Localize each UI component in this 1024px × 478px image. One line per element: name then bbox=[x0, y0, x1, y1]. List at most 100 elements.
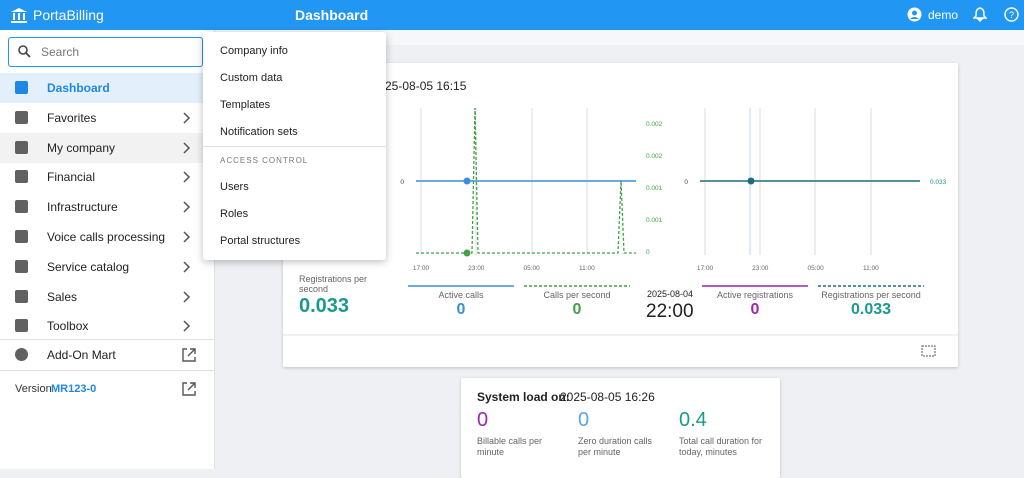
menu-item[interactable]: My company bbox=[0, 132, 214, 163]
svg-text:?: ? bbox=[1009, 10, 1014, 20]
dropdown-item[interactable]: Company info bbox=[220, 45, 288, 57]
external-icon[interactable] bbox=[182, 382, 196, 396]
bell-icon[interactable] bbox=[973, 7, 987, 22]
panel-title: 25-08-05 16:15 bbox=[385, 79, 467, 93]
chevron bbox=[183, 201, 191, 213]
tick-label: 17:00 bbox=[697, 265, 714, 272]
dropdown-item[interactable]: Portal structures bbox=[220, 235, 301, 247]
menu-item[interactable]: Infrastructure bbox=[0, 192, 214, 222]
tick-label: 0.033 bbox=[930, 179, 947, 186]
menu-icon bbox=[15, 289, 28, 303]
chevron-path bbox=[183, 291, 191, 303]
menu-label: Toolbox bbox=[47, 319, 89, 334]
load-label: Zero duration calls per minute bbox=[578, 436, 653, 457]
stat-value: 0 bbox=[750, 301, 760, 318]
user-name[interactable]: demo bbox=[928, 8, 959, 22]
chevron-path bbox=[183, 112, 191, 124]
menu-icon bbox=[15, 81, 28, 94]
tick-label: 23:00 bbox=[752, 265, 769, 272]
user-icon[interactable] bbox=[907, 7, 922, 22]
menu-label: My company bbox=[47, 140, 116, 155]
menu-label: Favorites bbox=[47, 110, 97, 125]
stat-value: 0 bbox=[572, 301, 582, 318]
charts: 17:00 23:00 05:00 11:00 0 0.002 0.002 0.001 0.00… bbox=[283, 107, 958, 357]
logo-icon bbox=[11, 8, 27, 23]
toolbar bbox=[215, 30, 1024, 45]
search-icon bbox=[18, 45, 31, 58]
menu-icon bbox=[15, 170, 28, 184]
tick-label: 0.001 bbox=[646, 185, 663, 192]
menu-label: Service catalog bbox=[47, 259, 130, 274]
chevron-path bbox=[183, 201, 191, 213]
menu-label: Voice calls processing bbox=[47, 230, 166, 244]
tick-label: 0 bbox=[400, 179, 404, 186]
tick-label: 05:00 bbox=[523, 265, 540, 272]
tick-label: 0.001 bbox=[646, 217, 663, 224]
version-label: Version bbox=[15, 383, 52, 395]
tick-label: 0 bbox=[646, 249, 650, 256]
tick-label: 0.002 bbox=[646, 153, 663, 160]
system-load-label: System load on: bbox=[477, 390, 570, 404]
chevron-path bbox=[183, 261, 191, 273]
dropdown-item[interactable]: Roles bbox=[220, 208, 249, 220]
divider bbox=[0, 339, 214, 340]
stat-label: Registrations per second bbox=[821, 290, 921, 300]
system-load-card: System load on: 2025-08-05 16:26 0 Billab… bbox=[461, 378, 780, 478]
menu-icon bbox=[15, 319, 28, 333]
menu-item[interactable]: Sales bbox=[0, 282, 214, 312]
menu-item[interactable]: Dashboard bbox=[0, 73, 214, 103]
chevron-path bbox=[183, 171, 191, 183]
chevron-path bbox=[183, 142, 191, 154]
stat-label: Active registrations bbox=[716, 290, 794, 300]
menu-item[interactable]: Favorites bbox=[0, 103, 214, 133]
help-icon[interactable]: ? bbox=[1004, 7, 1019, 22]
chevron bbox=[183, 142, 191, 154]
brand[interactable]: PortaBilling bbox=[33, 7, 104, 23]
divider bbox=[203, 146, 386, 147]
divider bbox=[0, 370, 214, 371]
load-label: Total call duration for today, minutes bbox=[679, 436, 763, 457]
dropdown-menu: Company info Custom data Templates Notifica… bbox=[203, 32, 386, 260]
chevron bbox=[183, 231, 191, 243]
sidebar: Search Dashboard Favorites My company Finan… bbox=[0, 30, 215, 469]
menu-label: Dashboard bbox=[47, 81, 110, 95]
section-header: ACCESS CONTROL bbox=[220, 156, 309, 165]
load-label: Billable calls per minute bbox=[477, 436, 543, 457]
tick-label: 0 bbox=[684, 179, 688, 186]
menu-item[interactable]: Financial bbox=[0, 162, 214, 192]
menu-icon bbox=[15, 200, 28, 214]
page-title: Dashboard bbox=[295, 7, 369, 23]
chevron-path bbox=[183, 320, 191, 332]
menu-label: Financial bbox=[47, 170, 96, 185]
stat-label: Active calls bbox=[438, 290, 484, 300]
stat-value: 0.033 bbox=[850, 301, 892, 318]
dropdown-item[interactable]: Notification sets bbox=[220, 126, 298, 138]
menu-item[interactable]: Service catalog bbox=[0, 252, 214, 282]
menu-item[interactable]: Voice calls processing bbox=[0, 222, 214, 252]
search-placeholder: Search bbox=[41, 45, 80, 59]
load-value: 0 bbox=[477, 409, 489, 431]
time-value: 22:00 bbox=[646, 301, 694, 322]
dropdown-item[interactable]: Users bbox=[220, 181, 249, 193]
menu-item[interactable]: Toolbox bbox=[0, 311, 214, 341]
search-box[interactable]: Search bbox=[8, 37, 203, 67]
chevron bbox=[183, 171, 191, 183]
menu-icon bbox=[15, 140, 28, 154]
chevron bbox=[183, 112, 191, 124]
menu-icon bbox=[15, 259, 28, 273]
tick-label: 23:00 bbox=[468, 265, 485, 272]
stats-panel: 25-08-05 16:15 17:00 23:00 05:00 11:00 0 0.00… bbox=[283, 63, 958, 367]
main-stat-label: Registrations per second bbox=[299, 274, 368, 294]
stat-value: 0 bbox=[456, 301, 466, 318]
system-load-date: 2025-08-05 16:26 bbox=[560, 390, 655, 404]
dropdown-item[interactable]: Custom data bbox=[220, 72, 283, 84]
menu-icon bbox=[15, 230, 28, 243]
menu-label: Infrastructure bbox=[47, 200, 118, 215]
tick-label: 05:00 bbox=[807, 265, 824, 272]
version[interactable]: MR123-0 bbox=[51, 383, 97, 395]
dropdown-item[interactable]: Templates bbox=[220, 99, 271, 111]
menu-item[interactable]: Add-On Mart bbox=[0, 340, 214, 370]
tick-label: 11:00 bbox=[579, 265, 595, 272]
